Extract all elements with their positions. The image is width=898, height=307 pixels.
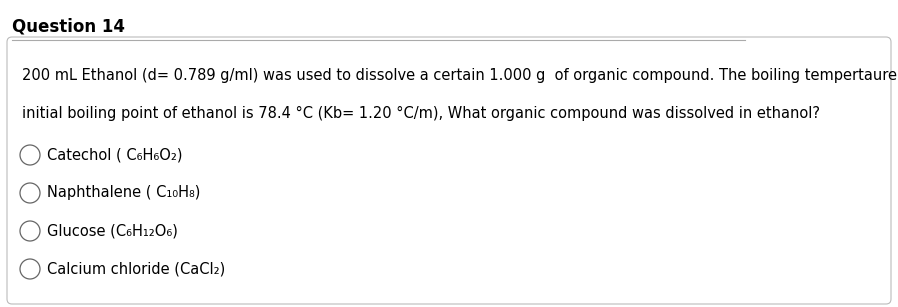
Text: initial boiling point of ethanol is 78.4 °C (Kb= 1.20 °C/m), What organic compou: initial boiling point of ethanol is 78.4… bbox=[22, 106, 820, 121]
Text: Calcium chloride (CaCl₂): Calcium chloride (CaCl₂) bbox=[47, 262, 225, 277]
Text: Glucose (C₆H₁₂O₆): Glucose (C₆H₁₂O₆) bbox=[47, 223, 178, 239]
Text: Question 14: Question 14 bbox=[12, 18, 125, 36]
FancyBboxPatch shape bbox=[7, 37, 891, 304]
Text: 200 mL Ethanol (d= 0.789 g/ml) was used to dissolve a certain 1.000 g  of organi: 200 mL Ethanol (d= 0.789 g/ml) was used … bbox=[22, 68, 898, 83]
Text: Naphthalene ( C₁₀H₈): Naphthalene ( C₁₀H₈) bbox=[47, 185, 200, 200]
Text: Catechol ( C₆H₆O₂): Catechol ( C₆H₆O₂) bbox=[47, 147, 182, 162]
